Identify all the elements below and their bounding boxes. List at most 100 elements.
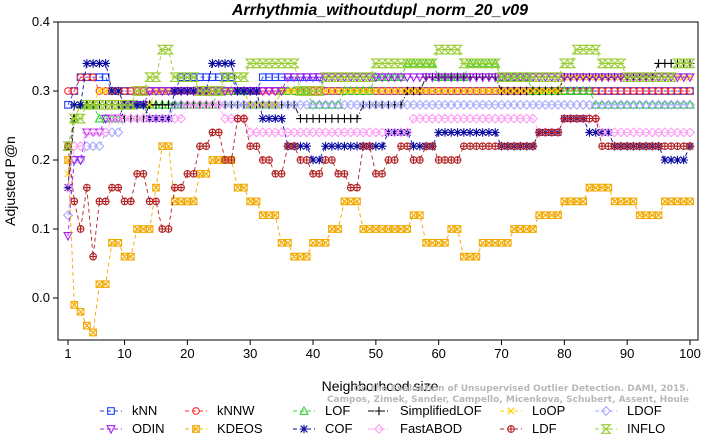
data-point-loop (340, 87, 349, 95)
data-point-kdeos (610, 197, 619, 206)
data-point-odin (226, 87, 237, 97)
data-point-ldf (535, 128, 544, 137)
legend-label-fastabod: FastABOD (400, 421, 462, 434)
data-point-odin (678, 73, 689, 83)
data-point-odin (572, 73, 582, 83)
data-point-inflo (426, 58, 439, 69)
data-point-cof (277, 114, 286, 123)
data-point-ldf (378, 170, 386, 178)
data-point-kdeos (529, 225, 537, 233)
data-point-ldf (547, 128, 556, 137)
data-point-cof (220, 59, 230, 68)
data-point-odin (446, 73, 457, 83)
data-point-ldf (252, 142, 261, 150)
y-axis-label: Adjusted P@n (2, 136, 18, 226)
data-point-cof (673, 155, 682, 165)
data-point-kdeos (579, 197, 588, 206)
legend-marker-lof (299, 405, 309, 415)
legend-item-ldf: LDF (500, 421, 557, 434)
data-point-kdeos (648, 211, 657, 220)
data-point-kdeos (478, 238, 487, 247)
legend-label-simplifiedlof: SimplifiedLOF (400, 403, 482, 418)
legend-marker-inflo (600, 424, 612, 434)
data-point-loop (378, 87, 386, 95)
data-point-loop (384, 87, 393, 95)
data-point-kdeos (485, 238, 493, 247)
data-point-cof (346, 141, 356, 151)
data-point-inflo (684, 58, 696, 69)
data-point-kdeos (453, 225, 462, 233)
data-point-loop (290, 87, 298, 95)
legend-item-fastabod: FastABOD (368, 421, 462, 434)
data-point-ldf (177, 183, 185, 192)
legend-marker-ldof (600, 405, 612, 417)
legend-label-odin: ODIN (132, 421, 165, 434)
legend-marker-fastabod (373, 423, 385, 434)
data-point-lof (584, 85, 595, 95)
data-point-kdeos (290, 252, 299, 261)
data-point-loop (95, 87, 104, 95)
data-point-ldf (661, 142, 669, 150)
x-tick-label: 100 (679, 346, 701, 361)
data-point-cof (490, 128, 500, 137)
data-point-odin (289, 73, 299, 83)
data-point-ldf (95, 197, 104, 206)
data-point-ldf (372, 170, 380, 178)
data-point-loop (478, 87, 487, 95)
data-point-kdeos (503, 238, 512, 247)
data-point-ldf (359, 142, 368, 150)
data-point-loop (391, 87, 399, 95)
legend-item-knnw: kNNW (185, 403, 255, 418)
data-point-lof (572, 85, 582, 95)
data-point-ldf (497, 142, 506, 150)
data-point-cof (69, 100, 79, 110)
data-point-kdeos (472, 252, 481, 261)
data-point-ldf (89, 252, 97, 261)
data-point-odin (383, 73, 394, 83)
data-point-odin (163, 87, 174, 97)
data-point-kdeos (101, 280, 110, 289)
data-point-cof (183, 86, 192, 96)
data-point-cof (465, 128, 475, 137)
data-point-ldf (516, 142, 525, 150)
data-point-ldf (120, 197, 129, 206)
data-point-ldof (94, 141, 105, 152)
x-tick-label: 80 (557, 346, 571, 361)
x-tick-label: 50 (369, 346, 383, 361)
data-point-ldf (302, 156, 311, 164)
data-point-kdeos (359, 225, 368, 233)
data-point-kdeos (189, 197, 198, 206)
series-line-ldf (67, 118, 690, 257)
data-point-kdeos (340, 197, 349, 206)
data-point-kdeos (152, 183, 160, 192)
data-point-ldf (635, 142, 644, 150)
data-point-fastabod (62, 182, 74, 193)
data-point-kdeos (328, 225, 336, 233)
data-point-ldf (598, 142, 606, 150)
data-point-loop (334, 87, 342, 95)
data-point-lof (94, 113, 105, 123)
y-tick-label: 0.3 (32, 83, 50, 98)
data-point-ldf (290, 142, 299, 150)
data-point-ldf (353, 183, 361, 192)
x-tick-label: 70 (494, 346, 508, 361)
data-point-ldf (70, 197, 79, 206)
legend-label-ldf: LDF (532, 421, 557, 434)
data-point-odin (75, 156, 86, 166)
data-point-odin (308, 73, 318, 83)
data-point-cof (76, 100, 85, 110)
legend-label-knn: kNN (132, 403, 157, 418)
x-tick-label: 30 (243, 346, 257, 361)
data-point-kdeos (686, 197, 694, 206)
series-ldf (64, 114, 694, 261)
data-point-odin (415, 73, 425, 83)
data-point-kdeos (240, 183, 248, 192)
data-point-loop (466, 87, 474, 95)
x-tick-label: 60 (431, 346, 445, 361)
data-point-kdeos (82, 321, 91, 330)
data-point-kdeos (441, 238, 449, 247)
legend-marker-loop (507, 407, 515, 415)
data-point-cof (208, 59, 217, 68)
data-point-kdeos (202, 169, 211, 178)
